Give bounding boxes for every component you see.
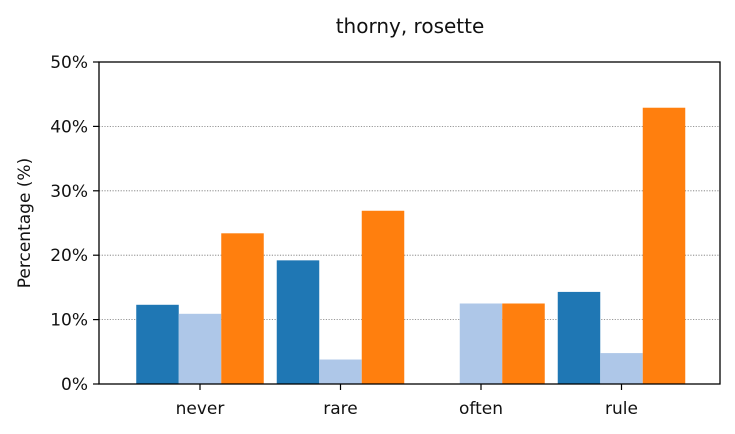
bar <box>361 210 405 384</box>
y-tick-label: 10% <box>50 311 88 331</box>
x-tick-label: often <box>459 399 503 419</box>
plot-frame <box>98 61 721 385</box>
bar <box>600 353 643 384</box>
grid-lines <box>99 126 720 321</box>
y-tick-label: 20% <box>50 246 88 266</box>
y-tick-label: 30% <box>50 182 88 202</box>
bar <box>319 359 362 384</box>
bars <box>136 107 686 384</box>
bar <box>557 291 601 384</box>
x-tick-label: rare <box>323 399 357 419</box>
x-tick-label: rule <box>605 399 638 419</box>
bar <box>221 233 264 384</box>
x-axis-ticks: never rare often rule <box>176 384 638 419</box>
x-tick-label: never <box>176 399 225 419</box>
bar <box>459 303 503 384</box>
chart-title: thorny, rosette <box>336 14 485 38</box>
y-axis-ticks: 0% 10% 20% 30% 40% 50% <box>50 53 99 395</box>
bar <box>502 303 545 384</box>
y-tick-label: 50% <box>50 53 88 73</box>
bar <box>642 107 686 384</box>
y-tick-label: 0% <box>61 375 88 395</box>
bar <box>136 304 179 384</box>
y-tick-label: 40% <box>50 117 88 137</box>
y-axis-label: Percentage (%) <box>15 158 35 288</box>
bar <box>178 313 222 384</box>
bar <box>276 260 320 384</box>
